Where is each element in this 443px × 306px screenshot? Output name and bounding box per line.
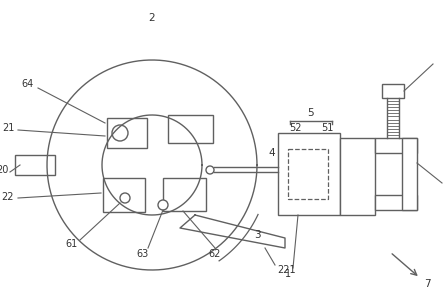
Text: 51: 51 bbox=[321, 123, 333, 133]
Bar bbox=[15, 155, 55, 175]
Text: 221: 221 bbox=[278, 265, 296, 275]
Text: 5: 5 bbox=[308, 108, 315, 118]
Bar bbox=[375, 138, 417, 153]
Bar bbox=[340, 138, 375, 215]
Bar bbox=[107, 118, 147, 148]
Text: 2: 2 bbox=[149, 13, 155, 23]
Text: 1: 1 bbox=[285, 269, 291, 279]
Text: 4: 4 bbox=[269, 148, 275, 158]
Circle shape bbox=[112, 125, 128, 141]
Text: 72: 72 bbox=[442, 55, 443, 65]
Text: 61: 61 bbox=[66, 239, 78, 249]
Text: 62: 62 bbox=[209, 249, 221, 259]
Bar bbox=[103, 178, 145, 212]
Text: 22: 22 bbox=[2, 192, 14, 202]
Text: 64: 64 bbox=[22, 79, 34, 89]
Text: 3: 3 bbox=[254, 230, 261, 240]
Circle shape bbox=[158, 200, 168, 210]
Bar bbox=[163, 178, 206, 211]
Text: 21: 21 bbox=[2, 123, 14, 133]
Text: 52: 52 bbox=[289, 123, 301, 133]
Bar bbox=[288, 149, 328, 199]
Text: 63: 63 bbox=[137, 249, 149, 259]
Bar bbox=[402, 138, 417, 210]
Circle shape bbox=[206, 166, 214, 174]
Text: 20: 20 bbox=[0, 165, 8, 175]
Bar bbox=[168, 115, 213, 143]
Circle shape bbox=[120, 193, 130, 203]
Text: 7: 7 bbox=[424, 279, 430, 289]
Bar bbox=[278, 133, 340, 215]
Bar bbox=[375, 195, 417, 210]
Bar bbox=[382, 84, 404, 98]
